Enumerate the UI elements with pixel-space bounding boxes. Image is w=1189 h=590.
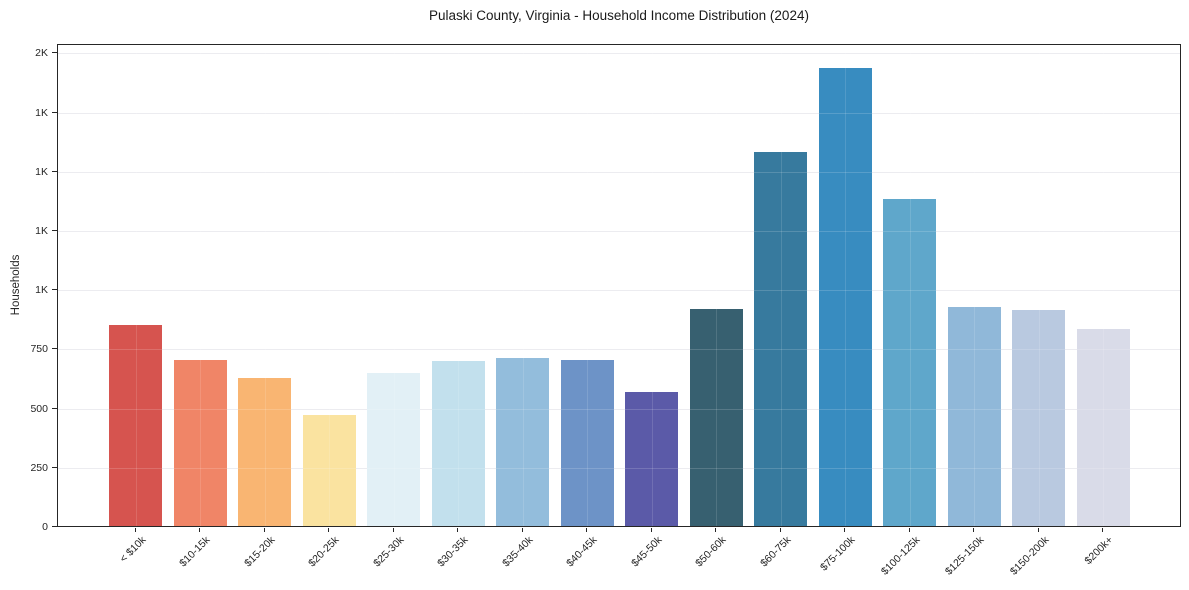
bar-center-gridline [974, 45, 975, 526]
bar-$20-25k [302, 414, 356, 526]
bar-center-gridline [587, 45, 588, 526]
gridline-overlay-750 [58, 349, 1180, 351]
bar-< $10k [109, 324, 162, 526]
x-tick-mark [392, 528, 394, 532]
bar-$200k+ [1076, 329, 1130, 526]
gridline-overlay-2000 [58, 53, 1180, 55]
gridline-750 [58, 349, 1180, 351]
gridline-overlay-1750 [58, 112, 1180, 114]
gridline-overlay-1250 [58, 230, 1180, 232]
y-tick-label: 1K [35, 165, 48, 178]
x-tick-mark [1102, 528, 1103, 532]
plot-area [57, 44, 1181, 527]
bar-center-gridline [135, 45, 137, 526]
bar-$30-35k [431, 361, 485, 526]
x-tick-label: < $10k [116, 534, 148, 565]
bar-center-gridline [651, 45, 653, 526]
y-tick-mark [52, 229, 57, 231]
y-tick-label: 750 [30, 343, 48, 356]
x-tick-mark [973, 528, 974, 532]
bar-$75-100k [818, 67, 872, 526]
gridline-500 [58, 408, 1180, 410]
bar-center-gridline [1103, 45, 1104, 526]
bar-center-gridline [1038, 45, 1040, 526]
x-tick-mark [586, 528, 587, 532]
bar-center-gridline [458, 45, 459, 526]
y-tick-label: 1K [35, 106, 48, 119]
bar-$25-30k [367, 373, 420, 526]
bar-$15-20k [238, 377, 291, 526]
bar-center-gridline [393, 45, 395, 526]
bar-$125-150k [947, 306, 1001, 526]
y-tick-mark [52, 289, 57, 291]
bar-center-gridline [780, 45, 782, 526]
bar-center-gridline [522, 45, 524, 526]
y-tick-mark [52, 348, 57, 350]
gridline-1750 [58, 112, 1180, 114]
x-tick-mark [263, 528, 265, 532]
x-tick-mark [650, 528, 652, 532]
bar-center-gridline [329, 45, 330, 526]
y-tick-label: 500 [30, 402, 48, 415]
y-tick-mark [52, 111, 57, 113]
bar-center-gridline [264, 45, 266, 526]
x-tick-mark [779, 528, 781, 532]
x-tick-mark [328, 528, 329, 532]
x-tick-mark [1037, 528, 1039, 532]
y-tick-label: 1K [35, 224, 48, 237]
gridline-overlay-500 [58, 408, 1180, 410]
gridline-1250 [58, 230, 1180, 232]
bar-center-gridline [845, 45, 846, 526]
y-tick-label: 0 [42, 521, 48, 533]
x-tick-mark [457, 528, 458, 532]
gridline-overlay-1500 [58, 171, 1180, 173]
bar-$100-125k [883, 199, 936, 526]
bar-$50-60k [689, 309, 743, 526]
gridline-1500 [58, 171, 1180, 173]
bar-$10-15k [173, 360, 227, 526]
y-tick-label: 250 [30, 461, 48, 474]
bar-center-gridline [909, 45, 911, 526]
bar-$150-200k [1012, 310, 1065, 526]
x-tick-mark [908, 528, 910, 532]
gridline-overlay-250 [58, 467, 1180, 469]
y-tick-mark [52, 526, 57, 527]
bar-center-gridline [716, 45, 717, 526]
x-tick-mark [134, 528, 136, 532]
gridline-overlay-1000 [58, 290, 1180, 292]
gridline-2000 [58, 53, 1180, 55]
x-tick-mark [199, 528, 200, 532]
bar-$35-40k [496, 357, 549, 526]
y-tick-mark [52, 407, 57, 409]
y-tick-label: 1K [35, 284, 48, 297]
y-tick-label: 2K [35, 47, 48, 60]
gridline-250 [58, 467, 1180, 469]
y-tick-mark [52, 466, 57, 468]
y-tick-mark [52, 170, 57, 172]
gridline-1000 [58, 290, 1180, 292]
bar-$60-75k [754, 151, 807, 526]
x-tick-mark [715, 528, 716, 532]
bar-center-gridline [200, 45, 201, 526]
y-tick-mark [52, 52, 57, 54]
x-tick-mark [844, 528, 845, 532]
chart-title: Pulaski County, Virginia - Household Inc… [429, 8, 809, 23]
bar-$45-50k [625, 392, 678, 526]
bar-$40-45k [560, 360, 614, 526]
x-tick-mark [521, 528, 523, 532]
